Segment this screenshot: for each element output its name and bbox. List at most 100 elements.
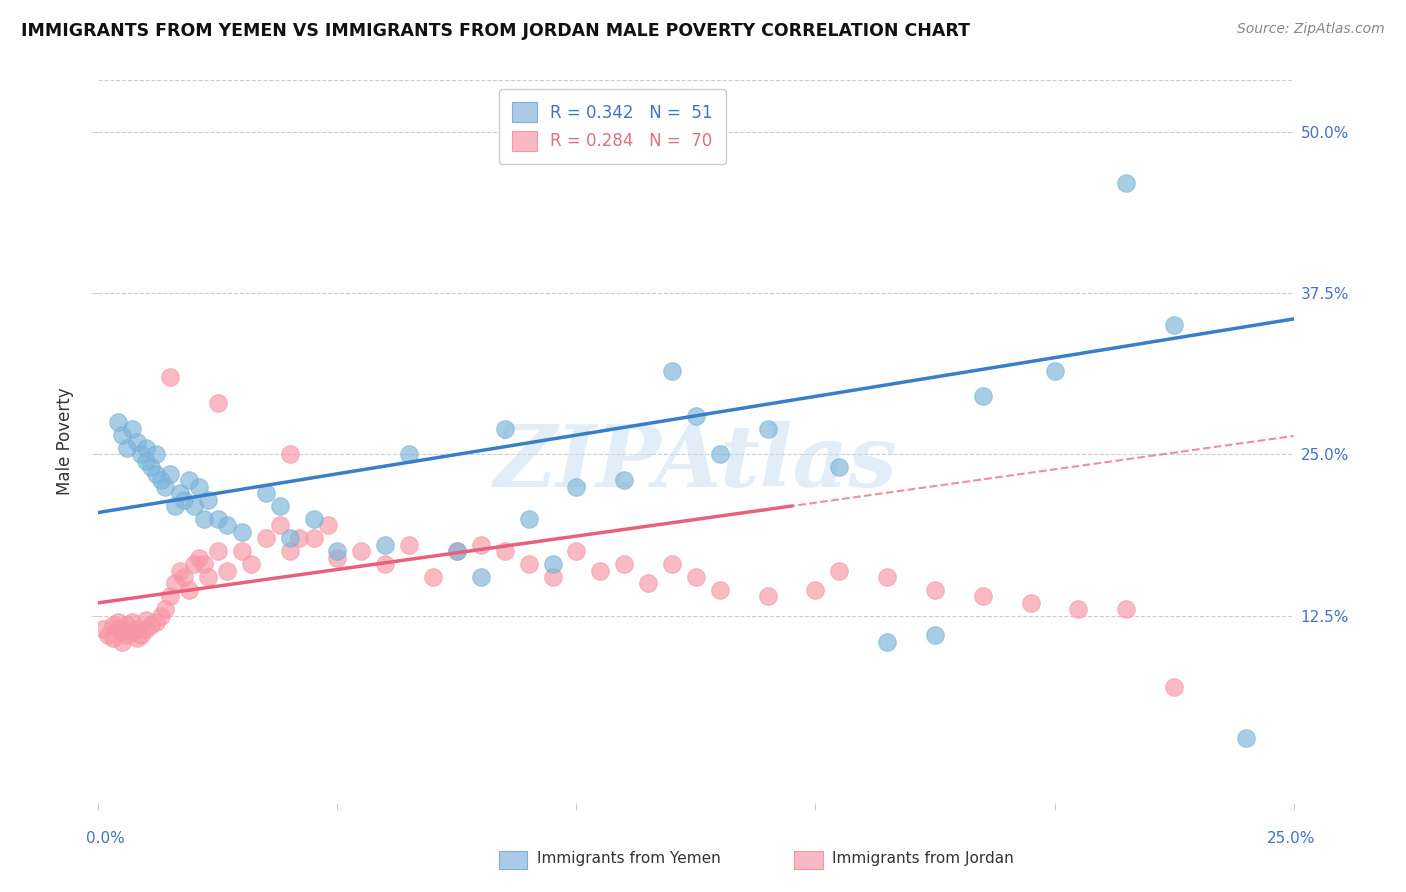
Point: [494, 422, 516, 436]
Point: [709, 582, 731, 597]
Point: [163, 499, 186, 513]
Point: [125, 622, 148, 636]
Point: [115, 628, 138, 642]
Point: [139, 460, 162, 475]
Point: [217, 518, 239, 533]
Point: [876, 570, 898, 584]
Point: [145, 447, 167, 461]
Point: [804, 582, 827, 597]
Point: [302, 512, 325, 526]
Point: [637, 576, 659, 591]
Point: [101, 617, 124, 632]
Point: [217, 564, 239, 578]
Point: [269, 518, 291, 533]
Point: [1043, 363, 1066, 377]
Point: [1115, 602, 1137, 616]
Point: [115, 441, 138, 455]
Point: [1234, 731, 1257, 746]
Point: [541, 570, 564, 584]
Point: [107, 615, 129, 630]
Point: [207, 396, 229, 410]
Point: [565, 480, 588, 494]
Point: [231, 544, 253, 558]
Point: [517, 512, 540, 526]
Point: [187, 480, 209, 494]
Point: [828, 460, 851, 475]
Point: [101, 631, 124, 645]
Point: [661, 363, 683, 377]
Point: [111, 428, 134, 442]
Point: [924, 582, 946, 597]
Point: [135, 441, 157, 455]
Legend: R = 0.342   N =  51, R = 0.284   N =  70: R = 0.342 N = 51, R = 0.284 N = 70: [499, 88, 725, 164]
Text: IMMIGRANTS FROM YEMEN VS IMMIGRANTS FROM JORDAN MALE POVERTY CORRELATION CHART: IMMIGRANTS FROM YEMEN VS IMMIGRANTS FROM…: [21, 22, 970, 40]
Text: Immigrants from Yemen: Immigrants from Yemen: [537, 851, 721, 865]
Point: [131, 447, 153, 461]
Point: [183, 499, 205, 513]
Point: [121, 422, 143, 436]
Point: [187, 550, 209, 565]
Point: [107, 415, 129, 429]
Point: [149, 473, 172, 487]
Point: [278, 544, 301, 558]
Point: [97, 628, 120, 642]
Text: ZIPAtlas: ZIPAtlas: [494, 421, 898, 505]
Point: [278, 531, 301, 545]
Point: [173, 492, 195, 507]
Point: [163, 576, 186, 591]
Point: [193, 512, 215, 526]
Point: [115, 617, 138, 632]
Point: [121, 625, 143, 640]
Text: 0.0%: 0.0%: [86, 831, 125, 846]
Point: [350, 544, 373, 558]
Point: [179, 582, 201, 597]
Point: [398, 538, 420, 552]
Point: [756, 422, 779, 436]
Point: [972, 389, 994, 403]
Point: [924, 628, 946, 642]
Point: [231, 524, 253, 539]
Point: [302, 531, 325, 545]
Point: [685, 570, 707, 584]
Point: [709, 447, 731, 461]
Point: [155, 480, 177, 494]
Point: [135, 454, 157, 468]
Point: [125, 631, 148, 645]
Point: [613, 473, 636, 487]
Point: [145, 615, 167, 630]
Point: [125, 434, 148, 449]
Point: [159, 370, 181, 384]
Point: [121, 615, 143, 630]
Point: [207, 512, 229, 526]
Point: [828, 564, 851, 578]
Point: [288, 531, 311, 545]
Point: [494, 544, 516, 558]
Point: [278, 447, 301, 461]
Point: [169, 486, 191, 500]
Point: [135, 613, 157, 627]
Point: [183, 557, 205, 571]
Text: Source: ZipAtlas.com: Source: ZipAtlas.com: [1237, 22, 1385, 37]
Point: [197, 492, 219, 507]
Point: [316, 518, 339, 533]
Point: [91, 622, 114, 636]
Point: [269, 499, 291, 513]
Point: [1163, 318, 1185, 333]
Point: [422, 570, 444, 584]
Point: [254, 531, 277, 545]
Point: [517, 557, 540, 571]
Point: [139, 617, 162, 632]
Point: [131, 628, 153, 642]
Point: [756, 590, 779, 604]
Point: [240, 557, 263, 571]
Point: [135, 622, 157, 636]
Point: [179, 473, 201, 487]
Point: [1163, 680, 1185, 694]
Point: [876, 634, 898, 648]
Point: [446, 544, 468, 558]
Point: [173, 570, 195, 584]
Point: [326, 550, 349, 565]
Point: [193, 557, 215, 571]
Point: [159, 590, 181, 604]
Point: [374, 557, 396, 571]
